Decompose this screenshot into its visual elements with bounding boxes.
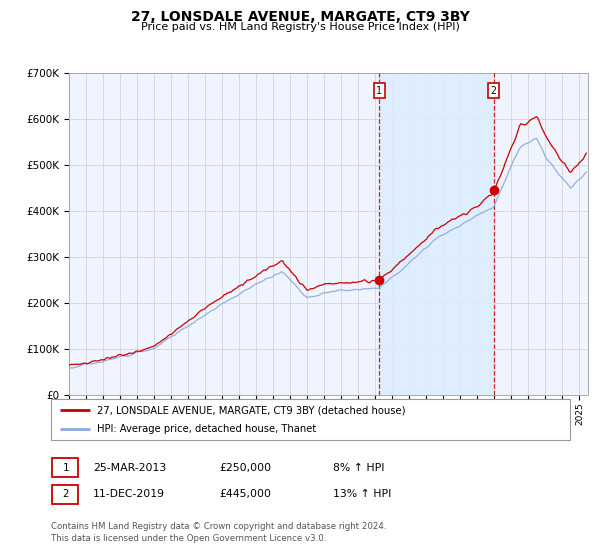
Text: 25-MAR-2013: 25-MAR-2013 — [93, 463, 166, 473]
Text: This data is licensed under the Open Government Licence v3.0.: This data is licensed under the Open Gov… — [51, 534, 326, 543]
Text: 1: 1 — [376, 86, 382, 96]
Text: 2: 2 — [491, 86, 496, 96]
Text: 27, LONSDALE AVENUE, MARGATE, CT9 3BY: 27, LONSDALE AVENUE, MARGATE, CT9 3BY — [131, 10, 469, 24]
Text: 11-DEC-2019: 11-DEC-2019 — [93, 489, 165, 500]
Text: 1: 1 — [62, 463, 68, 473]
Text: £250,000: £250,000 — [219, 463, 271, 473]
Text: 2: 2 — [62, 489, 68, 500]
Text: £445,000: £445,000 — [219, 489, 271, 500]
Text: 13% ↑ HPI: 13% ↑ HPI — [333, 489, 391, 500]
Bar — [379, 73, 494, 395]
FancyBboxPatch shape — [52, 458, 79, 477]
Text: Price paid vs. HM Land Registry's House Price Index (HPI): Price paid vs. HM Land Registry's House … — [140, 22, 460, 32]
Text: Contains HM Land Registry data © Crown copyright and database right 2024.: Contains HM Land Registry data © Crown c… — [51, 522, 386, 531]
Text: 8% ↑ HPI: 8% ↑ HPI — [333, 463, 385, 473]
FancyBboxPatch shape — [52, 485, 79, 504]
Text: 27, LONSDALE AVENUE, MARGATE, CT9 3BY (detached house): 27, LONSDALE AVENUE, MARGATE, CT9 3BY (d… — [97, 405, 405, 415]
FancyBboxPatch shape — [51, 399, 570, 440]
Text: HPI: Average price, detached house, Thanet: HPI: Average price, detached house, Than… — [97, 424, 316, 433]
